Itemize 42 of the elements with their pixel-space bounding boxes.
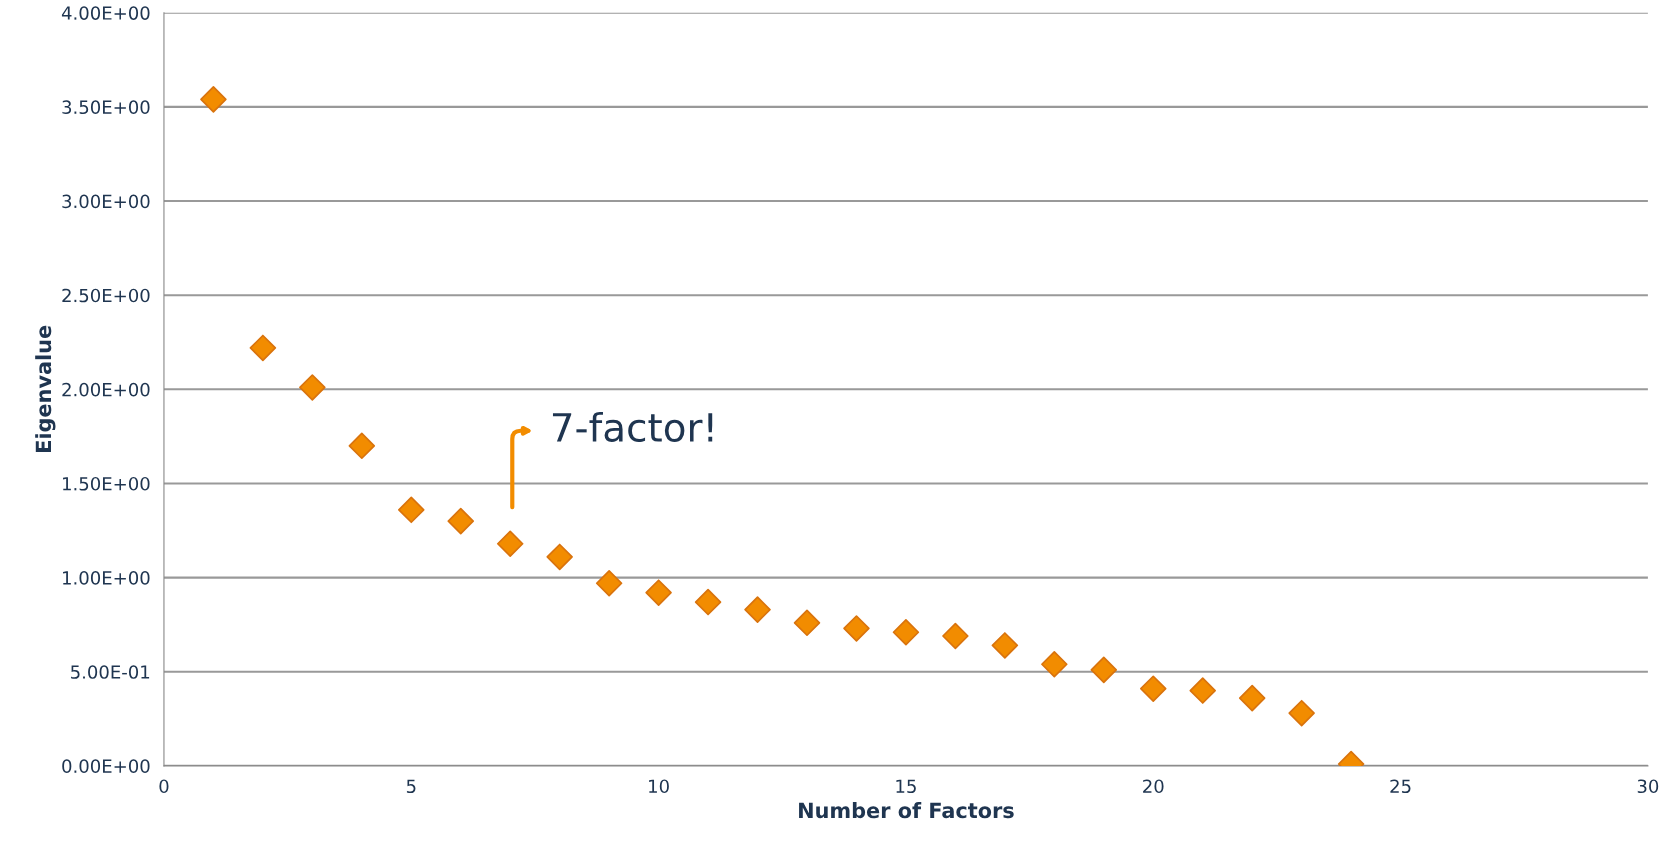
- x-tick-label: 20: [1143, 779, 1164, 794]
- point: [200, 86, 227, 113]
- point: [1139, 675, 1167, 702]
- point: [1288, 699, 1315, 727]
- annotation: 7-factor!: [552, 411, 713, 443]
- point: [1189, 677, 1216, 704]
- point: [892, 618, 920, 646]
- point: [447, 507, 475, 535]
- point: [496, 530, 524, 557]
- y-tick-label: 1.50E+00: [63, 476, 150, 491]
- point: [793, 609, 821, 637]
- point: [744, 596, 771, 623]
- point: [694, 588, 722, 616]
- x-tick-label: 0: [159, 779, 169, 794]
- x-tick-label: 30: [1637, 779, 1659, 794]
- x-tick-label: 5: [406, 779, 416, 794]
- y-tick-label: 1.00E+00: [63, 571, 150, 585]
- point: [1041, 650, 1068, 678]
- x-axis-title: Number of Factors: [799, 802, 1014, 819]
- point: [348, 432, 376, 460]
- y-tick-label: 0.00E+00: [62, 759, 150, 774]
- y-tick-label: 3.50E+00: [62, 100, 150, 115]
- point: [249, 334, 277, 362]
- point: [843, 615, 870, 642]
- point: [942, 622, 969, 650]
- point: [595, 570, 623, 597]
- y-tick-label: 5.00E-01: [71, 665, 150, 679]
- point: [299, 374, 326, 401]
- x-tick-label: 25: [1390, 779, 1411, 794]
- y-tick-label: 4.00E+00: [61, 6, 150, 20]
- x-tick-label: 10: [649, 779, 669, 794]
- point: [1238, 684, 1266, 712]
- y-tick-label: 2.00E+00: [62, 382, 150, 397]
- y-tick-label: 3.00E+00: [62, 194, 150, 209]
- y-tick-label: 2.50E+00: [62, 288, 150, 303]
- point: [645, 579, 672, 606]
- point: [398, 496, 425, 524]
- point: [1090, 656, 1118, 684]
- y-axis-title: Eigenvalue: [35, 325, 56, 452]
- point: [991, 632, 1019, 659]
- point: [546, 543, 573, 571]
- x-tick-label: 15: [896, 779, 916, 794]
